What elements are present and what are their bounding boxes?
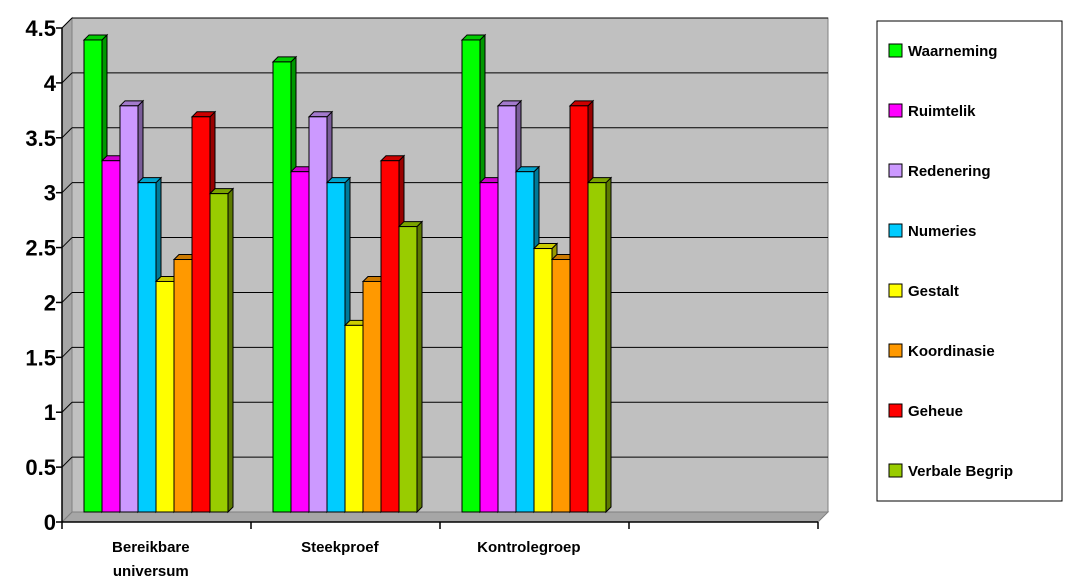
gridline-diagonal xyxy=(61,456,73,468)
bar xyxy=(308,116,328,513)
y-tick-label: 2 xyxy=(44,290,56,315)
bar xyxy=(191,116,211,513)
legend-swatch xyxy=(888,43,903,58)
x-category-label: universum xyxy=(113,563,189,576)
bar xyxy=(137,182,157,513)
bar xyxy=(461,39,481,513)
y-tick-label: 2.5 xyxy=(25,236,56,261)
legend-label: Numeries xyxy=(908,223,976,240)
legend-swatch xyxy=(888,283,903,298)
legend-label: Verbale Begrip xyxy=(908,463,1013,480)
legend-label: Ruimtelik xyxy=(908,103,976,120)
bar xyxy=(290,171,310,513)
gridline-diagonal xyxy=(61,237,73,248)
bar xyxy=(272,61,292,513)
y-tick-label: 0.5 xyxy=(25,455,56,480)
legend-swatch xyxy=(888,103,903,118)
y-tick-label: 1.5 xyxy=(25,345,56,370)
bar xyxy=(326,182,346,513)
legend-swatch xyxy=(888,463,903,478)
bar-side xyxy=(227,187,234,514)
bar xyxy=(515,171,535,513)
y-tick-label: 3.5 xyxy=(25,126,56,151)
x-category-label: Kontrolegroep xyxy=(477,539,580,556)
gridline-diagonal xyxy=(61,72,73,84)
y-tick-label: 1 xyxy=(44,400,56,425)
y-tick-label: 3 xyxy=(44,181,56,206)
axes: 0 0.5 1 1.5 2 2.5 3 3.5 4 4.5 Bereikbare universum S… xyxy=(25,16,819,576)
bar xyxy=(173,259,193,513)
plot-floor xyxy=(60,511,830,523)
gridline-diagonal xyxy=(61,182,73,194)
legend-box xyxy=(876,20,1063,502)
gridline-diagonal xyxy=(61,127,73,139)
legend-swatch xyxy=(888,163,903,178)
bar xyxy=(587,182,607,513)
legend-label: Koordinasie xyxy=(908,343,995,360)
x-category-label: Bereikbare xyxy=(112,539,190,556)
bar xyxy=(119,105,139,513)
legend-swatch xyxy=(888,343,903,358)
bar xyxy=(380,160,400,513)
legend-label: Redenering xyxy=(908,163,991,180)
bar xyxy=(479,182,499,513)
bar-side xyxy=(416,220,423,514)
bar xyxy=(344,324,364,513)
legend-label: Geheue xyxy=(908,403,963,420)
gridline-diagonal xyxy=(61,17,73,29)
gridline-diagonal xyxy=(61,401,73,413)
y-tick-label: 4 xyxy=(44,71,57,96)
gridline-diagonal xyxy=(61,292,73,303)
bar xyxy=(497,105,517,513)
legend-label: Waarneming xyxy=(908,43,997,60)
legend-swatch xyxy=(888,403,903,418)
gridline-diagonal xyxy=(61,346,73,358)
x-category-label: Steekproef xyxy=(301,539,380,556)
bar xyxy=(155,280,175,513)
plot-side-wall xyxy=(61,16,73,524)
bar-side xyxy=(605,176,612,514)
bar xyxy=(209,193,229,513)
legend-swatch xyxy=(888,223,903,238)
bar xyxy=(83,39,103,513)
bar xyxy=(551,259,571,513)
bar xyxy=(533,248,553,513)
bar xyxy=(569,105,589,513)
legend-label: Gestalt xyxy=(908,283,959,300)
y-tick-label: 0 xyxy=(44,510,56,535)
bar xyxy=(362,280,382,513)
legend: Waarneming Ruimtelik Redenering Numeries Ges… xyxy=(876,20,1063,502)
bar xyxy=(398,226,418,513)
bars xyxy=(82,33,613,514)
y-tick-label: 4.5 xyxy=(25,16,56,41)
bar xyxy=(101,160,121,513)
